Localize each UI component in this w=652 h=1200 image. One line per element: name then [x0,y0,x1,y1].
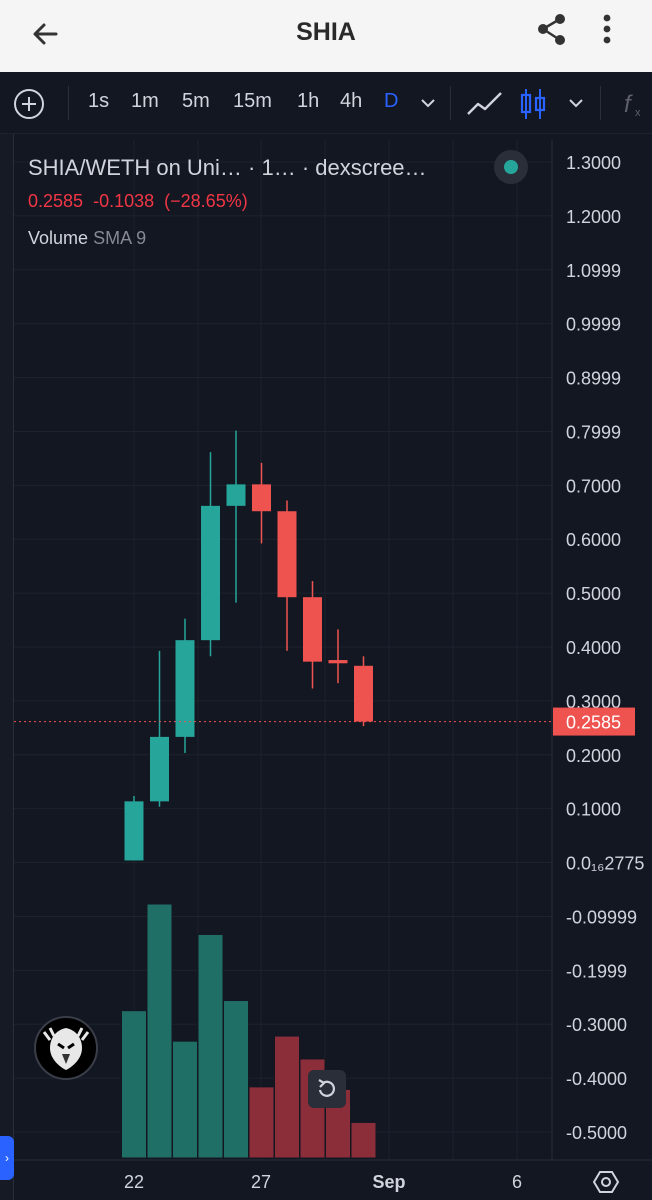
market-status-icon[interactable] [494,150,528,184]
legend-change: -0.1038 [93,191,155,211]
page-title: SHIA [296,18,356,46]
interval-1s[interactable]: 1s [88,90,110,112]
svg-text:x: x [635,107,641,119]
interval-5m[interactable]: 5m [182,90,210,112]
interval-d[interactable]: D [384,90,399,112]
interval-1m[interactable]: 1m [131,90,159,112]
settings-hex-icon[interactable] [592,1168,620,1196]
indicators-fx-icon[interactable]: f x [620,88,650,120]
reset-icon [318,1079,335,1097]
svg-text:f: f [624,91,633,118]
arrow-left-icon[interactable] [26,14,66,54]
eagle-logo-icon[interactable] [34,1016,98,1080]
chart-area[interactable] [0,134,652,1200]
toolbar-divider [68,86,69,120]
more-vertical-icon[interactable] [592,10,622,50]
toolbar-divider [600,86,601,120]
candlestick-icon[interactable] [518,86,548,122]
chevron-down-icon[interactable] [418,96,438,110]
reset-chart-button[interactable] [308,1070,346,1108]
ohlc-legend: 0.2585 -0.1038 (−28.65%) [28,191,248,212]
legend-change-pct: (−28.65%) [164,191,248,211]
volume-label: Volume [28,228,89,248]
volume-legend[interactable]: Volume SMA 9 [28,228,146,249]
expand-toolbar-tab[interactable]: › [0,1136,14,1180]
app-header: SHIA [0,0,652,72]
symbol-legend[interactable]: SHIA/WETH on Uni… · 1… · dexscree… [28,155,427,180]
interval-4h[interactable]: 4h [340,90,363,112]
drawing-toolbar-strip [0,134,14,1200]
chevron-down-icon[interactable] [566,96,586,110]
legend-last: 0.2585 [28,191,84,211]
plus-circle-icon[interactable] [13,88,45,120]
line-chart-icon[interactable] [466,88,504,120]
chart-toolbar: 1s 1m 5m 15m 1h 4h D f x [0,72,652,134]
share-icon[interactable] [532,10,572,50]
toolbar-divider [450,86,451,120]
interval-15m[interactable]: 15m [233,90,272,112]
volume-sma: SMA 9 [93,228,147,248]
interval-1h[interactable]: 1h [297,90,320,112]
